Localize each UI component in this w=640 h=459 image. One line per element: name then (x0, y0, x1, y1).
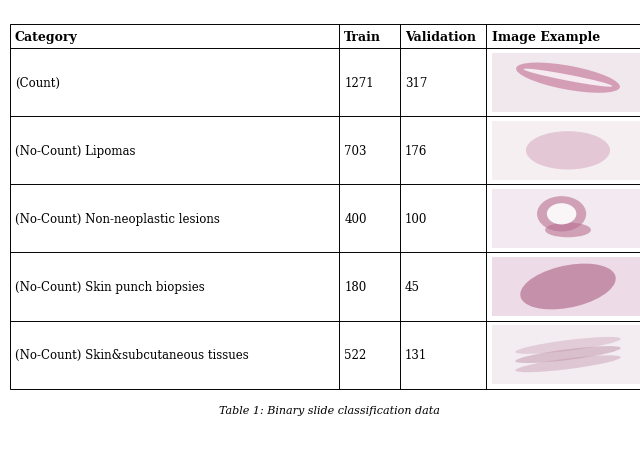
Circle shape (537, 197, 586, 232)
Text: (No-Count) Skin punch biopsies: (No-Count) Skin punch biopsies (15, 280, 204, 293)
Text: 131: 131 (405, 348, 428, 361)
Text: 400: 400 (344, 213, 367, 225)
Ellipse shape (515, 356, 621, 372)
Text: 176: 176 (405, 145, 428, 157)
Bar (492, 257, 640, 316)
Ellipse shape (545, 223, 591, 238)
Text: (No-Count) Skin&subcutaneous tissues: (No-Count) Skin&subcutaneous tissues (15, 348, 248, 361)
Text: (No-Count) Lipomas: (No-Count) Lipomas (15, 145, 135, 157)
Text: Category: Category (15, 31, 77, 44)
Ellipse shape (516, 63, 620, 94)
Circle shape (547, 204, 577, 225)
Text: 1271: 1271 (344, 77, 374, 90)
Text: 522: 522 (344, 348, 367, 361)
Bar (10, 25, 640, 389)
Text: 45: 45 (405, 280, 420, 293)
Text: 100: 100 (405, 213, 428, 225)
Text: Table 1: Binary slide classification data: Table 1: Binary slide classification dat… (219, 405, 440, 415)
Bar (492, 325, 640, 384)
Bar (492, 54, 640, 112)
Text: Train: Train (344, 31, 381, 44)
Bar (492, 122, 640, 180)
Text: Image Example: Image Example (492, 31, 600, 44)
Ellipse shape (526, 132, 610, 170)
Text: Validation: Validation (405, 31, 476, 44)
Ellipse shape (524, 69, 612, 88)
Ellipse shape (515, 337, 621, 354)
Text: 703: 703 (344, 145, 367, 157)
Text: 180: 180 (344, 280, 367, 293)
Text: (Count): (Count) (15, 77, 60, 90)
Text: 317: 317 (405, 77, 428, 90)
Ellipse shape (515, 347, 621, 363)
Ellipse shape (520, 264, 616, 310)
Bar (492, 190, 640, 248)
Text: (No-Count) Non-neoplastic lesions: (No-Count) Non-neoplastic lesions (15, 213, 220, 225)
